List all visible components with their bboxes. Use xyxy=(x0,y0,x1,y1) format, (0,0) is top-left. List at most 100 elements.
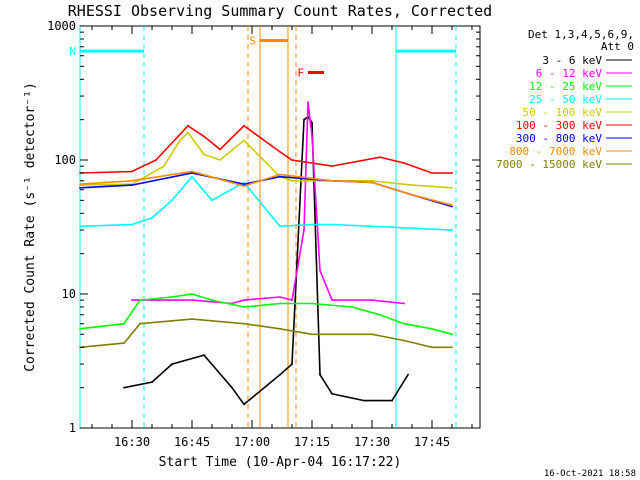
legend-label: 7000 - 15000 keV xyxy=(496,158,602,171)
data-point xyxy=(411,193,413,196)
data-point xyxy=(131,184,133,186)
data-point xyxy=(243,322,245,325)
data-point xyxy=(451,186,453,189)
data-point xyxy=(219,159,221,161)
data-point xyxy=(403,339,405,342)
data-point xyxy=(243,299,245,302)
data-point xyxy=(279,373,281,376)
y-tick-label: 1 xyxy=(69,421,76,435)
data-point xyxy=(291,179,293,182)
data-point xyxy=(155,159,157,161)
data-point xyxy=(243,181,245,184)
data-point xyxy=(171,199,173,202)
data-point xyxy=(371,179,373,182)
x-axis-label: Start Time (10-Apr-04 16:17:22) xyxy=(159,455,402,470)
data-point xyxy=(243,306,245,308)
x-tick-label: 17:30 xyxy=(354,435,390,449)
data-point xyxy=(303,229,305,231)
data-point xyxy=(311,121,313,124)
data-point xyxy=(411,184,413,186)
series-line xyxy=(79,293,453,336)
data-point xyxy=(159,299,161,302)
data-point xyxy=(211,199,213,202)
legend-label: 3 - 6 keV xyxy=(542,54,602,67)
data-point xyxy=(311,302,313,305)
data-point xyxy=(403,162,405,164)
data-point xyxy=(131,170,133,173)
data-point xyxy=(123,342,125,345)
legend-label: 50 - 100 keV xyxy=(523,106,603,119)
data-point xyxy=(123,322,125,325)
data-point xyxy=(131,299,133,302)
data-point xyxy=(191,175,193,178)
legend-header: Det 1,3,4,5,6,9, xyxy=(528,28,634,41)
annotation-label: N xyxy=(69,45,76,58)
legend-label: 100 - 300 keV xyxy=(516,119,602,132)
x-tick-label: 17:45 xyxy=(414,435,450,449)
data-point xyxy=(331,299,333,302)
series-line xyxy=(79,124,452,174)
data-point xyxy=(331,179,333,182)
data-point xyxy=(219,148,221,151)
data-point xyxy=(151,216,153,219)
data-point xyxy=(279,173,281,176)
legend-label: 25 - 50 keV xyxy=(529,93,602,106)
data-point xyxy=(379,156,381,159)
data-point xyxy=(371,225,373,228)
data-point xyxy=(291,159,293,161)
data-point xyxy=(331,392,333,395)
data-point xyxy=(403,322,405,325)
legend-header: Att 0 xyxy=(601,40,634,53)
data-point xyxy=(279,225,281,228)
data-point xyxy=(311,223,313,226)
series-line xyxy=(132,102,405,305)
data-point xyxy=(79,183,81,186)
data-point xyxy=(311,333,313,336)
data-point xyxy=(191,299,193,302)
data-point xyxy=(291,299,293,302)
series-group xyxy=(79,101,453,406)
data-point xyxy=(451,172,453,174)
data-point xyxy=(151,381,153,384)
data-point xyxy=(451,346,453,349)
data-point xyxy=(371,181,373,184)
data-point xyxy=(451,333,453,336)
marker-group xyxy=(79,26,457,428)
data-point xyxy=(451,205,453,208)
data-point xyxy=(371,299,373,302)
data-point xyxy=(187,124,189,127)
data-point xyxy=(407,373,409,376)
legend-label: 300 - 800 keV xyxy=(516,132,602,145)
data-point xyxy=(187,131,189,134)
legend-label: 12 - 25 keV xyxy=(529,80,602,93)
data-point xyxy=(243,139,245,142)
y-tick-label: 10 xyxy=(62,287,76,301)
data-point xyxy=(279,175,281,178)
data-point xyxy=(131,179,133,182)
annotation-group: N S F xyxy=(69,34,456,79)
data-point xyxy=(231,386,233,389)
y-axis-label: Corrected Count Rate (s⁻¹ detector⁻¹) xyxy=(23,82,38,372)
data-point xyxy=(279,296,281,298)
legend-label: 800 - 7000 keV xyxy=(509,145,602,158)
data-point xyxy=(379,313,381,316)
data-point xyxy=(431,172,433,174)
data-point xyxy=(203,354,205,356)
data-point xyxy=(191,172,193,174)
annotation-label: F xyxy=(297,66,304,79)
data-point xyxy=(203,135,205,138)
data-point xyxy=(319,373,321,376)
x-tick-label: 16:45 xyxy=(174,435,210,449)
data-point xyxy=(431,327,433,330)
data-point xyxy=(203,153,205,156)
data-point xyxy=(391,399,393,402)
data-point xyxy=(363,399,365,402)
data-point xyxy=(279,327,281,330)
y-tick-label: 100 xyxy=(54,153,76,167)
y-tick-label: 1000 xyxy=(47,19,76,33)
data-point xyxy=(279,150,281,153)
data-point xyxy=(431,346,433,349)
data-point xyxy=(307,101,309,104)
